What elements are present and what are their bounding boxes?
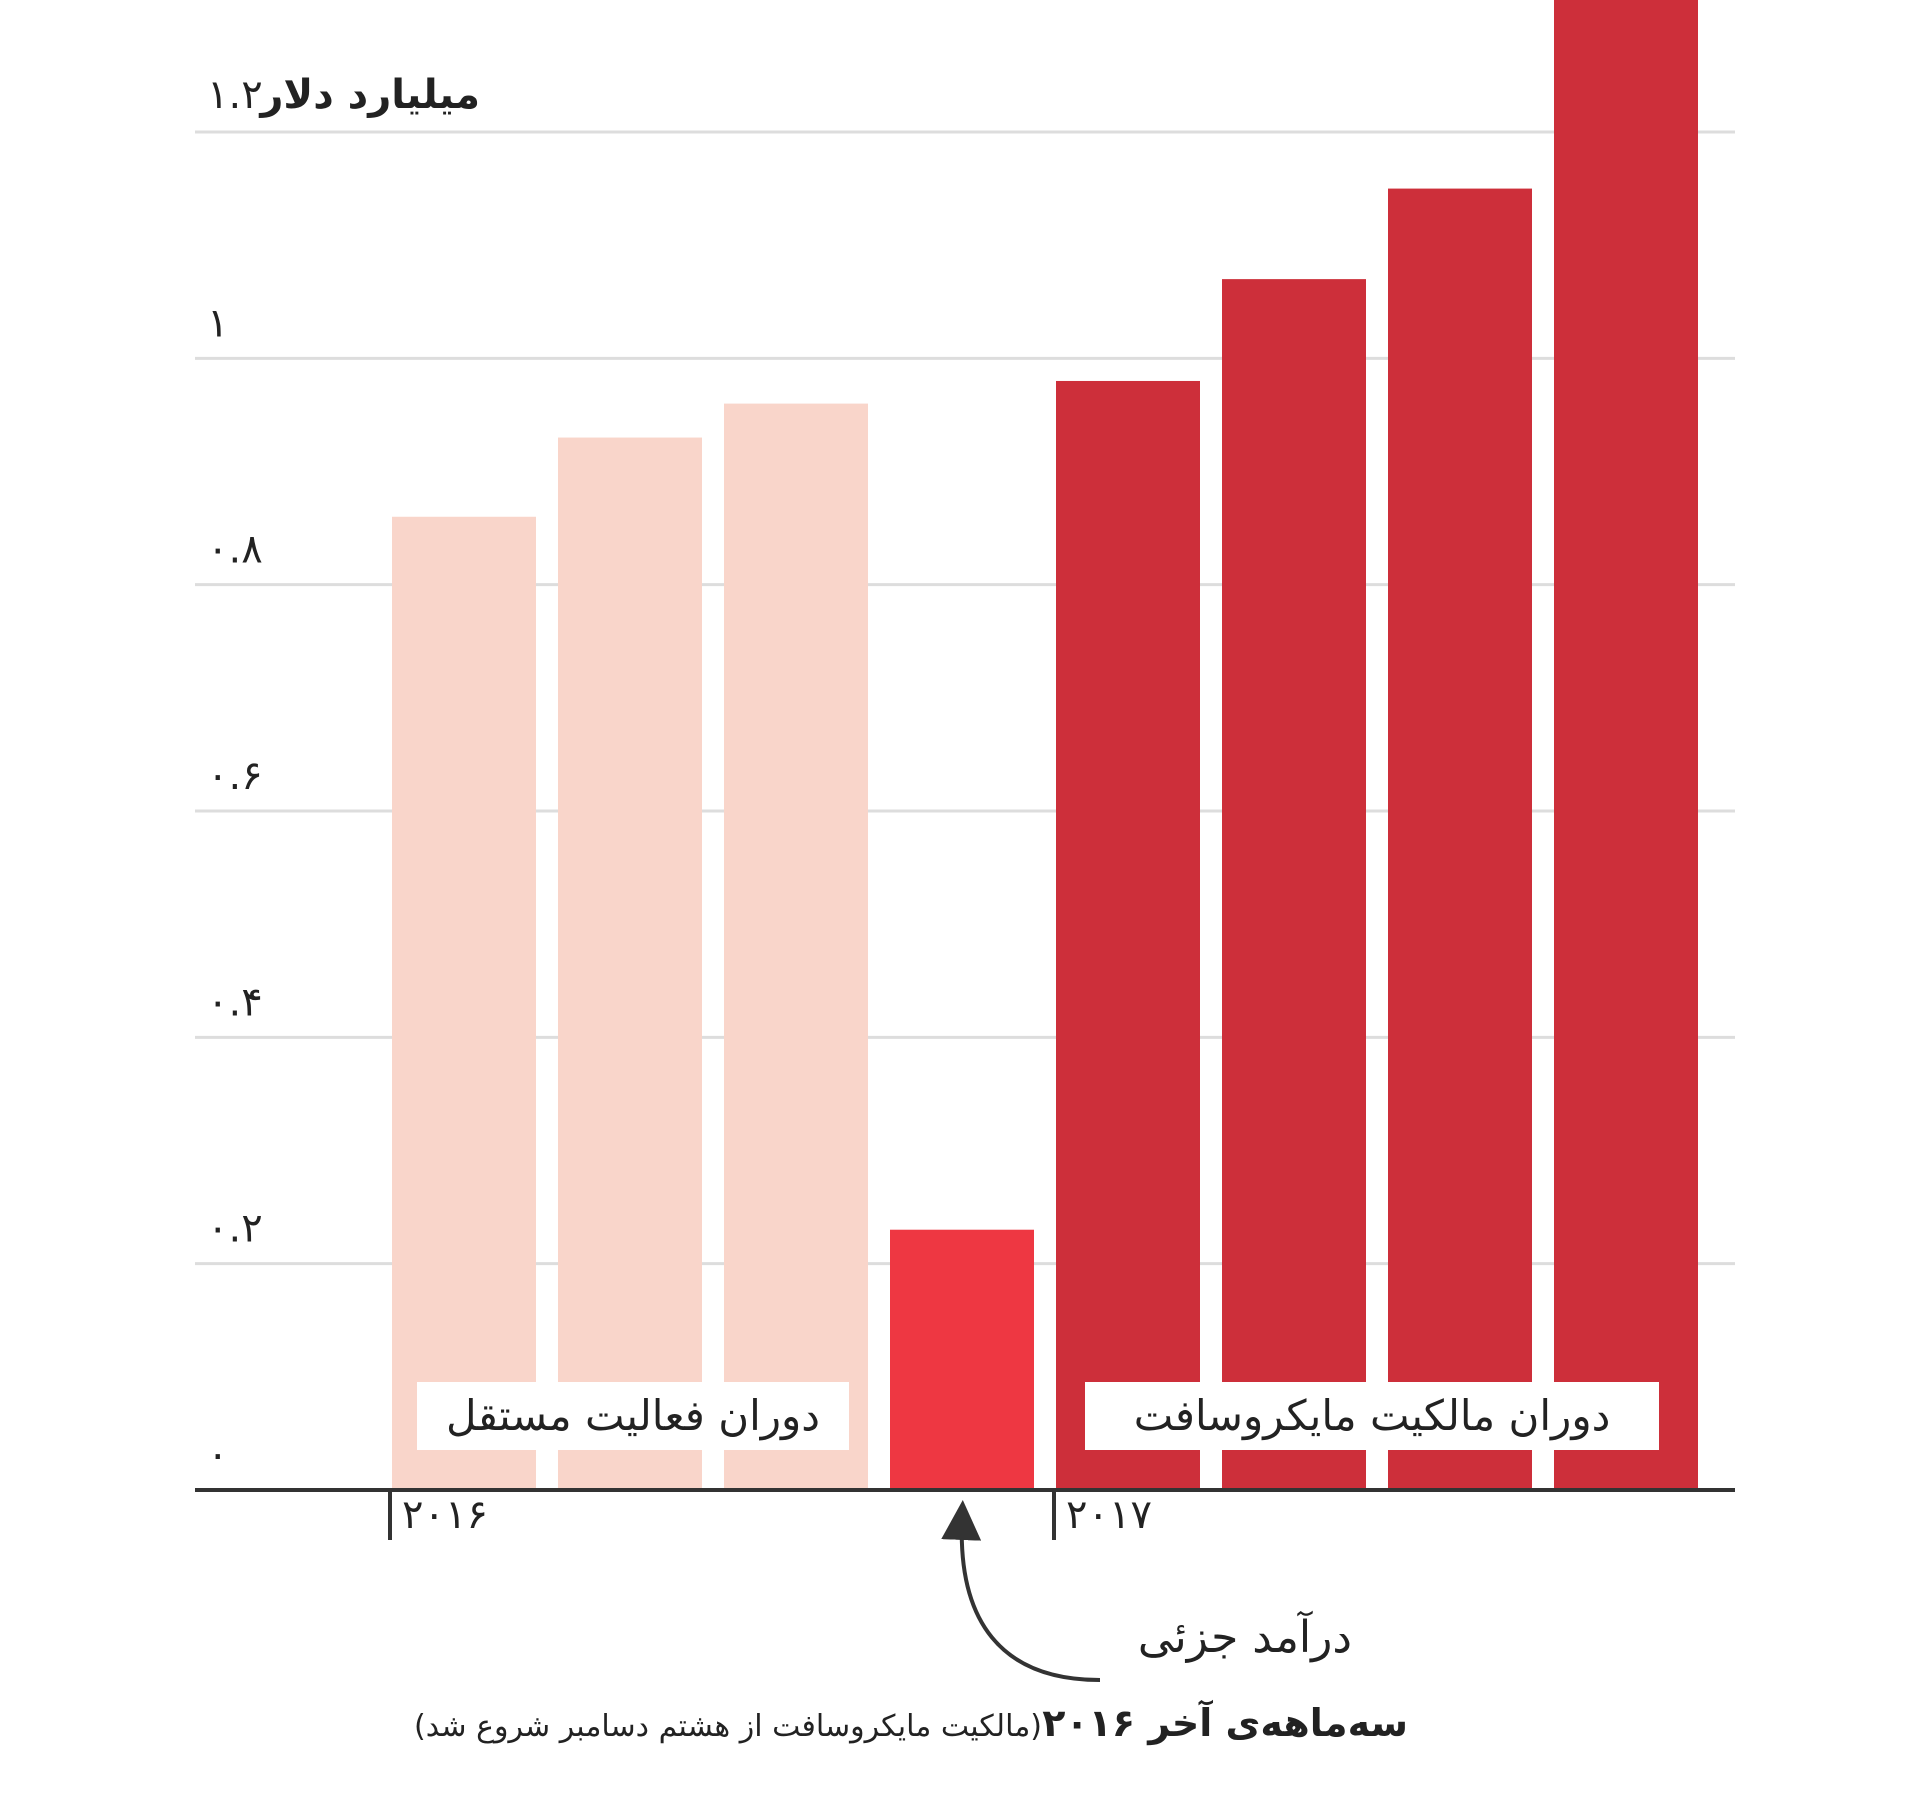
y-tick-label: ۰.۶: [207, 753, 263, 799]
annotation-arrow: [941, 1500, 1101, 1682]
y-unit-label: میلیارد دلار: [258, 72, 480, 118]
x-tick-label: ۲۰۱۷: [1066, 1492, 1152, 1538]
y-tick-label: ۰.۸: [207, 527, 263, 573]
annotation-note-bold: سه‌ماهه‌ی آخر ۲۰۱۶: [1042, 1699, 1408, 1745]
y-tick-label: ۱.۲: [207, 72, 263, 118]
bar: [558, 437, 702, 1490]
bar: [1388, 188, 1532, 1490]
annotation-label: درآمد جزئی: [1138, 1610, 1352, 1663]
region-label-box: [1085, 1382, 1659, 1450]
x-tick-label: ۲۰۱۶: [402, 1492, 488, 1538]
region-label-box: [417, 1382, 849, 1450]
y-tick-label: ۰: [207, 1432, 228, 1478]
bar: [392, 516, 536, 1490]
y-tick-label: ۱: [207, 300, 228, 346]
y-tick-label: ۰.۴: [207, 979, 263, 1025]
bar: [724, 403, 868, 1491]
bar: [1222, 279, 1366, 1490]
bar: [1554, 0, 1698, 1491]
annotation-note: (مالکیت مایکروسافت از هشتم دسامبر شروع ش…: [414, 1709, 1042, 1744]
y-tick-label: ۰.۲: [207, 1206, 263, 1252]
bar: [1056, 380, 1200, 1490]
region-label: دوران مالکیت مایکروسافت: [1134, 1391, 1611, 1440]
bar: [890, 1229, 1034, 1490]
region-label: دوران فعالیت مستقل: [446, 1391, 820, 1440]
